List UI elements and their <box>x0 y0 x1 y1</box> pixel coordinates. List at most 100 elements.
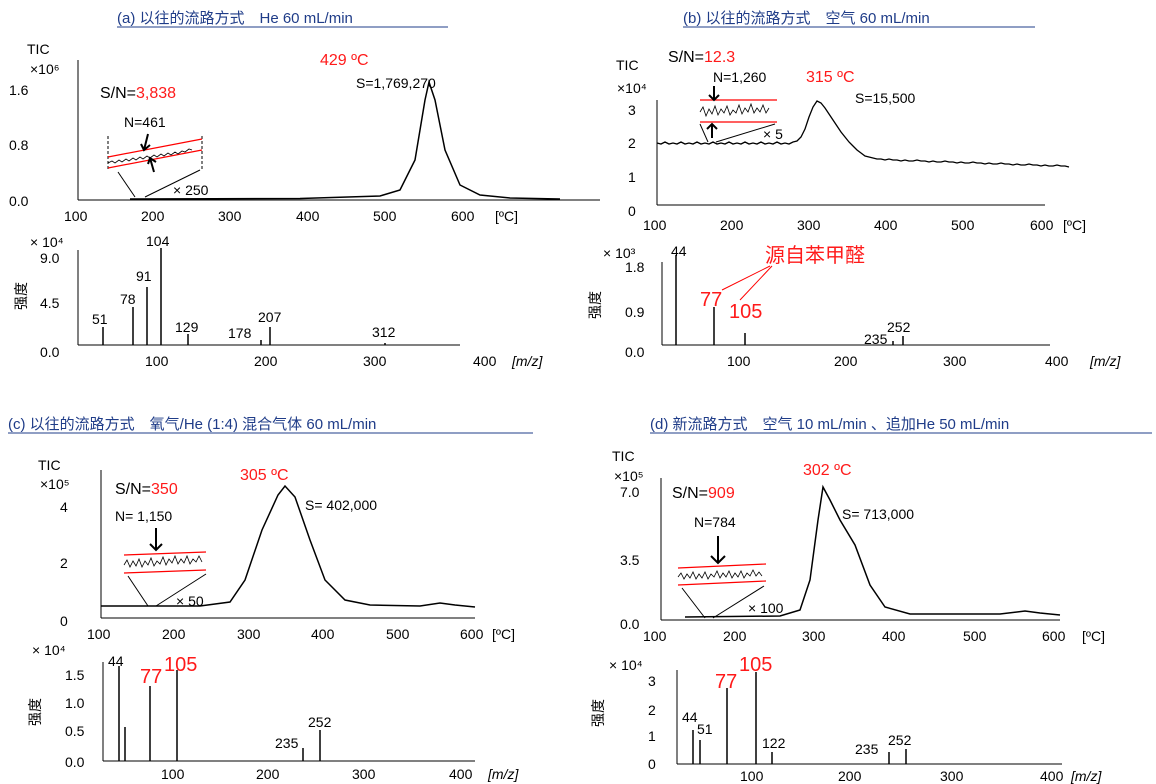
ms-multiplier: × 10³ <box>603 245 636 261</box>
panel-d: (d) 新流路方式 空气 10 mL/min 、追加He 50 mL/min T… <box>590 416 1152 784</box>
x-tick-label: 400 <box>874 217 898 233</box>
x-unit: [ºC] <box>1063 217 1086 233</box>
panel-c: (c) 以往的流路方式 氧气/He (1:4) 混合气体 60 mL/min T… <box>8 416 533 782</box>
tic-multiplier: ×10⁴ <box>617 80 647 96</box>
zoom-factor: × 100 <box>748 600 784 616</box>
peak-area: S= 402,000 <box>305 497 377 513</box>
x-tick-label: 600 <box>1042 628 1066 644</box>
ms-x-tick-label: 400 <box>473 353 497 369</box>
x-tick-label: 400 <box>311 626 335 642</box>
x-tick-label: 100 <box>64 208 88 224</box>
x-tick-label: 200 <box>723 628 747 644</box>
x-tick-label: 100 <box>87 626 111 642</box>
tic-label: TIC <box>38 457 61 473</box>
ms-y-tick-label: 1.8 <box>625 259 645 275</box>
peak-area: S=1,769,270 <box>356 75 436 91</box>
ms-y-tick-label: 9.0 <box>40 250 60 266</box>
sn-value: 909 <box>708 485 735 502</box>
ms-x-tick-label: 300 <box>352 766 376 782</box>
ms-peak-label: 235 <box>855 741 879 757</box>
x-unit: [ºC] <box>1082 628 1105 644</box>
zoom-factor: × 5 <box>763 126 783 142</box>
ms-peak-label: 78 <box>120 291 136 307</box>
ms-y-label: 强度 <box>13 282 29 310</box>
noise-label: N=461 <box>124 114 166 130</box>
ms-peaks <box>675 255 904 345</box>
annotation-leader <box>739 265 773 301</box>
noise-label: N= 1,150 <box>115 508 172 524</box>
x-tick-label: 600 <box>460 626 484 642</box>
noise-inset <box>699 86 777 143</box>
ms-peak-label: 44 <box>108 653 124 669</box>
ms-peak-label-highlight: 77 <box>715 671 737 693</box>
peak-temperature: 315 ºC <box>806 69 855 86</box>
panel-title: (d) 新流路方式 空气 10 mL/min 、追加He 50 mL/min <box>650 416 1009 433</box>
ms-peak-label-highlight: 77 <box>700 289 722 311</box>
tic-multiplier: ×10⁶ <box>30 61 60 77</box>
ms-y-tick-label: 1.0 <box>65 695 85 711</box>
x-tick-label: 400 <box>882 628 906 644</box>
sn-prefix: S/N= <box>672 485 708 502</box>
ms-peak-label-highlight: 105 <box>729 301 762 323</box>
ms-x-tick-label: 200 <box>256 766 280 782</box>
ms-x-tick-label: 400 <box>1040 768 1064 784</box>
ms-y-tick-label: 2 <box>648 702 656 718</box>
x-tick-label: 300 <box>237 626 261 642</box>
sn-ratio: S/N=909 <box>672 485 735 502</box>
zoom-factor: × 250 <box>173 182 209 198</box>
ms-y-tick-label: 0.9 <box>625 304 645 320</box>
ms-peak-label: 44 <box>671 243 687 259</box>
panel-title: (b) 以往的流路方式 空气 60 mL/min <box>683 10 930 27</box>
x-tick-label: 100 <box>643 217 667 233</box>
ms-peaks <box>118 666 321 761</box>
ms-peak-label: 235 <box>275 735 299 751</box>
ms-x-unit: [m/z] <box>487 766 519 782</box>
ms-multiplier: × 10⁴ <box>609 657 643 673</box>
noise-label: N=784 <box>694 514 736 530</box>
ms-y-tick-label: 0 <box>648 756 656 772</box>
ms-peak-label: 207 <box>258 309 282 325</box>
ms-peaks <box>102 248 386 345</box>
ms-peak-label: 129 <box>175 319 199 335</box>
ms-x-unit: [m/z] <box>511 353 543 369</box>
ms-y-tick-label: 3 <box>648 673 656 689</box>
y-tick-label: 4 <box>60 499 68 515</box>
ms-peak-label: 91 <box>136 268 152 284</box>
ms-peak-label: 252 <box>308 714 332 730</box>
x-unit: [ºC] <box>492 626 515 642</box>
sn-value: 12.3 <box>704 49 735 66</box>
y-tick-label: 0 <box>60 613 68 629</box>
ms-peak-label: 235 <box>864 331 888 347</box>
ms-y-label: 强度 <box>27 698 43 726</box>
ms-y-tick-label: 0.5 <box>65 723 85 739</box>
noise-inset <box>123 528 207 607</box>
x-tick-label: 300 <box>797 217 821 233</box>
tic-label: TIC <box>612 448 635 464</box>
y-tick-label: 2 <box>60 555 68 571</box>
ms-x-tick-label: 300 <box>940 768 964 784</box>
ms-y-tick-label: 1.5 <box>65 667 85 683</box>
x-tick-label: 400 <box>296 208 320 224</box>
tic-curve <box>101 484 476 608</box>
x-tick-label: 200 <box>141 208 165 224</box>
y-tick-label: 1 <box>628 169 636 185</box>
tic-label: TIC <box>616 57 639 73</box>
ms-x-tick-label: 200 <box>834 353 858 369</box>
y-tick-label: 0.8 <box>9 137 29 153</box>
panel-b: (b) 以往的流路方式 空气 60 mL/min TIC ×10⁴ 3 2 1 … <box>587 10 1121 369</box>
x-tick-label: 500 <box>963 628 987 644</box>
x-tick-label: 300 <box>802 628 826 644</box>
tic-multiplier: ×10⁵ <box>40 476 70 492</box>
zoom-factor: × 50 <box>176 593 204 609</box>
panel-title: (a) 以往的流路方式 He 60 mL/min <box>117 10 353 27</box>
ms-x-tick-label: 300 <box>943 353 967 369</box>
ms-x-tick-label: 300 <box>363 353 387 369</box>
benzaldehyde-annotation: 源自苯甲醛 <box>765 244 865 267</box>
y-tick-label: 0 <box>628 203 636 219</box>
ms-peak-label-highlight: 105 <box>164 654 197 676</box>
x-tick-label: 100 <box>643 628 667 644</box>
sn-value: 350 <box>151 481 178 498</box>
ms-x-tick-label: 400 <box>449 766 473 782</box>
tic-label: TIC <box>27 41 50 57</box>
